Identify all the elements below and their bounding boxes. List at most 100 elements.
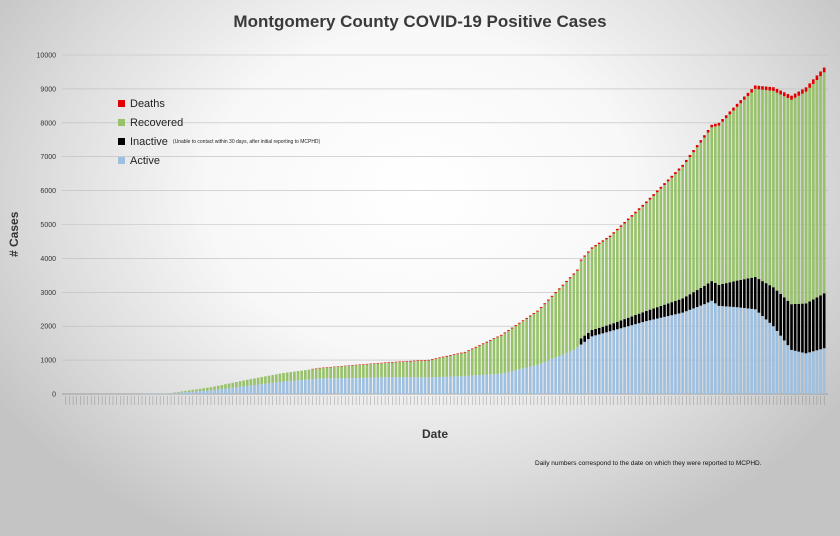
bar-inactive: [724, 283, 728, 307]
bar-recovered: [220, 384, 224, 389]
bar-active: [710, 300, 713, 394]
bar-recovered: [445, 356, 449, 377]
bar-recovered: [659, 188, 663, 306]
bar-inactive: [583, 335, 586, 342]
bar-deaths: [641, 204, 645, 207]
bar-recovered: [391, 362, 394, 378]
bar-active: [452, 376, 456, 394]
legend-item-recovered: Recovered: [118, 113, 320, 132]
bar-active: [438, 376, 441, 394]
bar-recovered: [579, 260, 583, 339]
bar-recovered: [543, 304, 547, 362]
bar-active: [195, 391, 198, 394]
bar-inactive: [706, 283, 710, 303]
bar-inactive: [681, 298, 684, 313]
bar-deaths: [391, 361, 394, 363]
bar-active: [267, 383, 271, 394]
bar-recovered: [365, 364, 369, 378]
bar-active: [470, 375, 474, 394]
bar-recovered: [648, 199, 652, 310]
bar-active: [235, 387, 238, 394]
bar-deaths: [801, 89, 804, 94]
bar-deaths: [507, 330, 510, 331]
bar-active: [666, 316, 670, 394]
bar-recovered: [706, 132, 710, 284]
bar-recovered: [568, 278, 572, 352]
bar-active: [467, 375, 470, 394]
bar-active: [684, 311, 688, 394]
bar-deaths: [684, 159, 688, 162]
bar-recovered: [245, 379, 249, 386]
bar-deaths: [608, 235, 612, 238]
bar-recovered: [775, 92, 779, 291]
bar-inactive: [808, 301, 811, 353]
bar-recovered: [372, 363, 376, 378]
bar-active: [289, 380, 293, 394]
bar-active: [260, 384, 264, 394]
bar-deaths: [772, 87, 775, 91]
bar-active: [307, 379, 311, 394]
bar-deaths: [819, 71, 822, 77]
bar-inactive: [790, 304, 793, 350]
bar-recovered: [303, 370, 307, 380]
bar-active: [605, 332, 608, 394]
bar-active: [372, 377, 376, 394]
bar-recovered: [285, 372, 289, 382]
bar-deaths: [492, 338, 496, 340]
bar-active: [518, 369, 521, 394]
bar-inactive: [663, 304, 666, 317]
x-axis-label: Date: [421, 427, 448, 441]
bar-active: [521, 368, 525, 394]
bar-active: [191, 391, 195, 394]
bar-inactive: [779, 294, 782, 336]
bar-active: [184, 392, 187, 394]
bar-active: [528, 366, 532, 394]
bar-active: [768, 322, 772, 394]
bar-recovered: [804, 91, 808, 304]
bar-deaths: [750, 89, 753, 93]
bar-inactive: [703, 285, 706, 305]
y-tick-label: 4000: [40, 256, 56, 263]
bar-recovered: [743, 99, 746, 280]
bar-recovered: [383, 363, 387, 378]
bar-active: [626, 326, 630, 394]
bar-recovered: [808, 87, 811, 302]
bar-active: [590, 336, 594, 394]
bar-deaths: [547, 299, 550, 301]
bar-deaths: [703, 135, 706, 138]
bar-recovered: [757, 89, 761, 280]
bar-recovered: [732, 110, 735, 282]
bar-recovered: [463, 352, 467, 377]
bar-deaths: [786, 93, 790, 98]
bar-inactive: [655, 307, 659, 319]
bar-inactive: [692, 292, 695, 309]
legend-swatch-inactive: [118, 138, 125, 145]
bar-active: [231, 387, 235, 394]
bar-recovered: [296, 371, 300, 381]
bar-deaths: [681, 164, 684, 167]
bar-inactive: [688, 294, 692, 310]
bar-recovered: [797, 95, 801, 304]
bar-active: [808, 352, 811, 394]
bar-recovered: [583, 256, 586, 336]
bar-recovered: [714, 126, 717, 283]
bar-deaths: [652, 194, 655, 196]
bar-active: [445, 376, 449, 394]
bar-inactive: [637, 313, 641, 324]
bar-active: [557, 355, 561, 394]
bar-deaths: [485, 341, 489, 343]
bar-recovered: [819, 76, 822, 296]
bar-recovered: [670, 177, 674, 303]
bar-deaths: [692, 150, 695, 153]
bar-active: [619, 328, 623, 394]
bar-deaths: [746, 92, 750, 97]
bar-inactive: [652, 308, 655, 320]
bar-recovered: [605, 239, 608, 326]
bar-recovered: [202, 388, 205, 391]
bar-recovered: [369, 364, 372, 378]
bar-deaths: [398, 361, 401, 363]
bar-deaths: [489, 339, 492, 341]
bar-active: [405, 377, 409, 394]
bar-recovered: [271, 375, 274, 383]
